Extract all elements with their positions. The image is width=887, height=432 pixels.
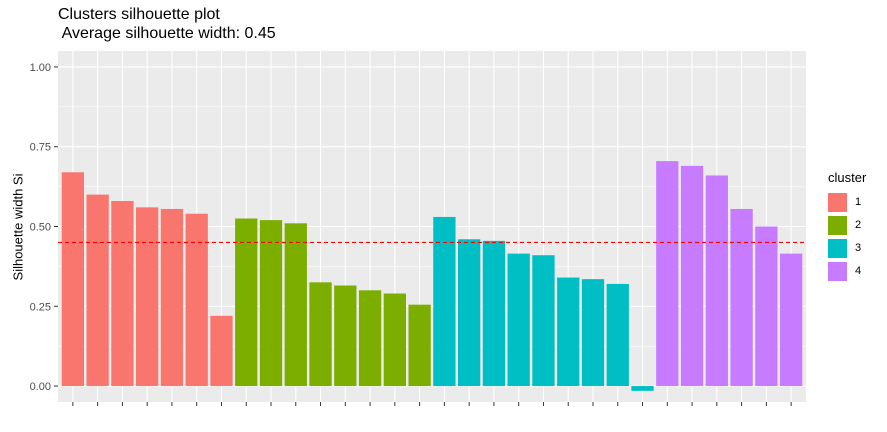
- bar-cluster-3: [606, 283, 629, 387]
- bar-cluster-2: [358, 290, 382, 387]
- bar-cluster-4: [680, 165, 704, 387]
- bar-cluster-1: [160, 208, 184, 387]
- bar-cluster-4: [705, 175, 728, 387]
- y-tick-label: 1.00: [30, 62, 51, 74]
- bar-cluster-2: [383, 293, 406, 387]
- bar-cluster-3: [631, 386, 654, 391]
- legend-item-4: 4: [828, 260, 866, 282]
- bar-cluster-3: [557, 277, 580, 387]
- title-line: Clusters silhouette plot: [58, 6, 220, 23]
- legend-label-4: 4: [855, 265, 862, 277]
- bar-cluster-3: [532, 255, 555, 387]
- bar-cluster-2: [334, 285, 357, 387]
- bar-cluster-4: [730, 208, 753, 387]
- y-tick-label: 0.00: [30, 381, 51, 393]
- legend-label-2: 2: [855, 219, 862, 231]
- bar-cluster-1: [210, 315, 233, 387]
- legend-title: cluster: [828, 170, 867, 185]
- bar-cluster-4: [779, 253, 803, 387]
- subtitle-line: Average silhouette width: 0.45: [58, 25, 276, 42]
- bar-cluster-3: [482, 240, 506, 387]
- chart-title: Clusters silhouette plot Average silhoue…: [58, 5, 276, 43]
- bar-cluster-3: [581, 279, 605, 387]
- legend-key-2: [828, 215, 847, 235]
- bar-cluster-2: [284, 223, 307, 387]
- bar-cluster-1: [185, 213, 208, 387]
- y-axis: 0.00 0.25 0.50 0.75 1.00: [30, 62, 792, 406]
- bar-cluster-3: [433, 216, 456, 387]
- y-tick-label: 0.50: [30, 222, 51, 234]
- bar-cluster-1: [136, 207, 159, 387]
- bar-cluster-1: [111, 200, 134, 387]
- legend-label-1: 1: [855, 196, 862, 208]
- legend-label-3: 3: [855, 242, 862, 254]
- bar-cluster-3: [507, 253, 530, 387]
- legend-key-1: [828, 192, 847, 212]
- bar-cluster-4: [656, 161, 679, 387]
- bar-cluster-2: [408, 304, 431, 387]
- bar-cluster-1: [61, 172, 85, 387]
- bar-cluster-2: [309, 282, 332, 387]
- bar-cluster-2: [235, 218, 258, 387]
- legend-item-2: 2: [828, 214, 866, 236]
- bars: [61, 161, 803, 391]
- bar-cluster-2: [259, 220, 283, 387]
- y-tick-label: 0.75: [30, 142, 51, 154]
- y-tick-label: 0.25: [30, 301, 51, 313]
- legend-key-3: [828, 238, 847, 258]
- legend-key-4: [828, 261, 847, 281]
- legend-item-3: 3: [828, 237, 866, 259]
- bar-cluster-4: [755, 226, 778, 387]
- bar-cluster-1: [86, 194, 109, 387]
- legend: cluster 1 2 3 4: [828, 170, 866, 283]
- bar-cluster-3: [458, 239, 481, 387]
- legend-item-1: 1: [828, 191, 866, 213]
